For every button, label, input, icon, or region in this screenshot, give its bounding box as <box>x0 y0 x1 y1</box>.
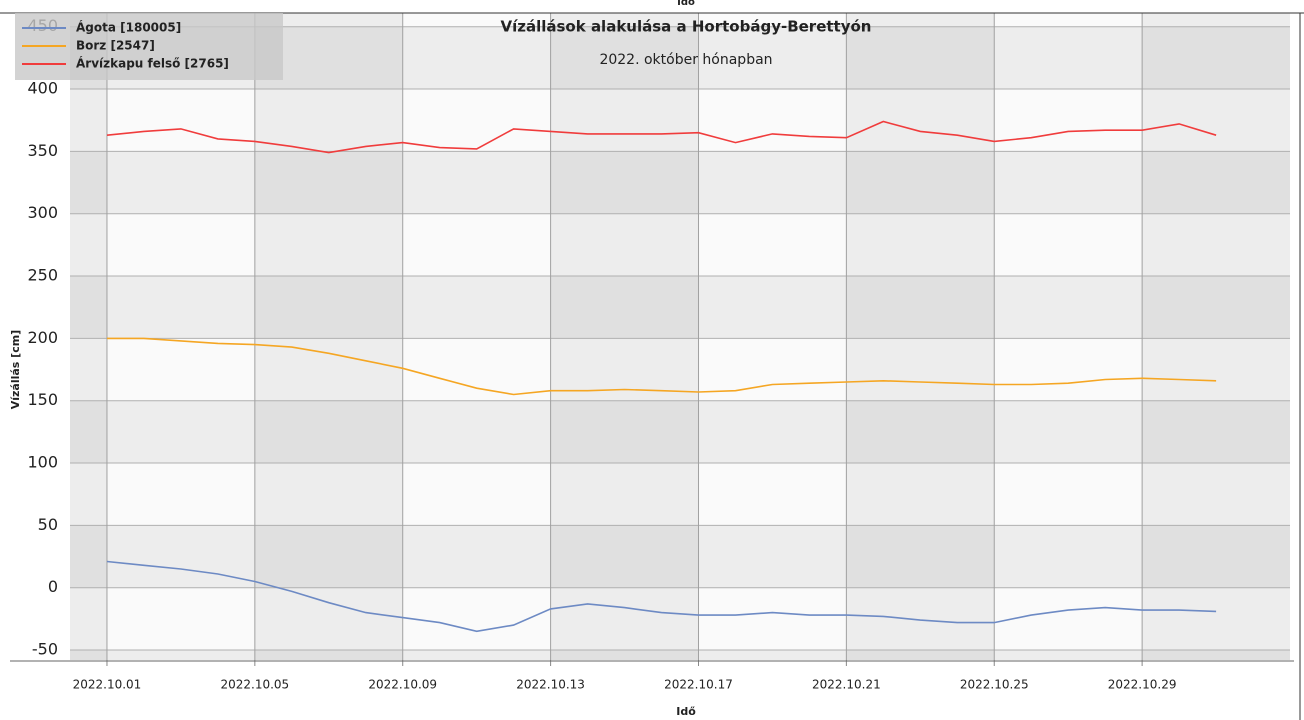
series-line <box>106 560 1217 633</box>
x-tick-label: 2022.10.05 <box>220 678 289 692</box>
legend-label: Ágota [180005] <box>76 20 181 35</box>
column-band <box>550 13 699 660</box>
series-line <box>106 120 1217 154</box>
chart-title: Vízállások alakulása a Hortobágy-Beretty… <box>501 18 872 36</box>
column-band <box>1142 13 1290 660</box>
x-tick-label: 2022.10.17 <box>664 678 733 692</box>
row-band <box>70 276 1290 339</box>
row-band <box>70 151 1290 214</box>
row-band <box>70 650 1290 660</box>
legend-label: Árvízkapu felső [2765] <box>76 56 229 71</box>
column-band <box>846 13 995 660</box>
y-tick-label: 150 <box>27 390 58 409</box>
x-tick-label: 2022.10.21 <box>812 678 881 692</box>
x-axis-label: Idő <box>676 705 696 718</box>
y-tick-label: 250 <box>27 266 58 285</box>
plot-background <box>70 13 1290 660</box>
y-axis-label: Vízállás [cm] <box>9 330 22 410</box>
x-tick-label: 2022.10.25 <box>960 678 1029 692</box>
y-tick-label: 350 <box>27 141 58 160</box>
row-band <box>70 525 1290 588</box>
x-tick-label: 2022.10.01 <box>73 678 142 692</box>
column-band <box>254 13 403 660</box>
chart-subtitle: 2022. október hónapban <box>599 52 772 68</box>
y-tick-label: 200 <box>27 328 58 347</box>
top-axis-label: Idő <box>677 0 695 8</box>
legend-label: Borz [2547] <box>76 39 155 53</box>
x-tick-label: 2022.10.13 <box>516 678 585 692</box>
y-tick-label: 100 <box>27 453 58 472</box>
y-tick-label: 50 <box>38 515 58 534</box>
column-band <box>70 13 107 660</box>
row-band <box>70 400 1290 464</box>
y-tick-label: 400 <box>27 79 58 98</box>
y-tick-label: 0 <box>48 577 58 596</box>
y-tick-label: 300 <box>27 203 58 222</box>
x-tick-label: 2022.10.29 <box>1108 678 1177 692</box>
x-tick-label: 2022.10.09 <box>368 678 437 692</box>
y-tick-label: -50 <box>32 640 58 659</box>
series-line <box>107 337 1217 396</box>
